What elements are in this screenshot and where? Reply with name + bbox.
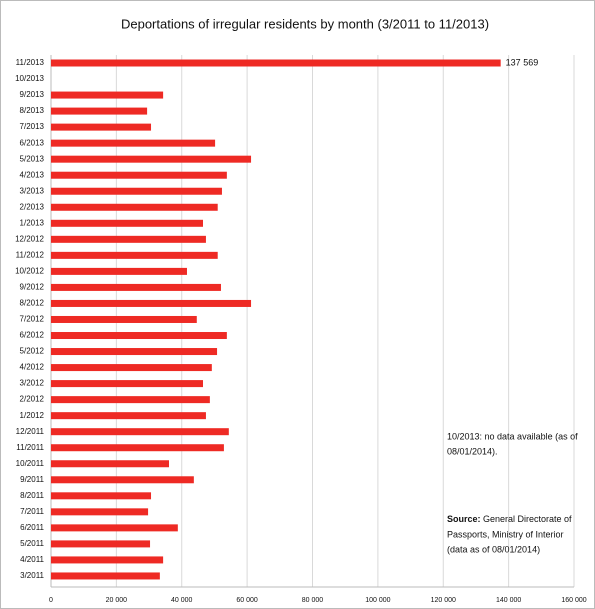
y-tick-label: 11/2012: [16, 250, 45, 259]
x-tick-label: 100 000: [365, 597, 390, 604]
y-tick-label: 11/2013: [16, 58, 45, 67]
source-line: (data as of 08/01/2014): [447, 544, 540, 554]
y-tick-label: 10/2011: [16, 459, 45, 468]
x-tick-label: 80 000: [302, 597, 324, 604]
y-tick-label: 12/2011: [16, 427, 45, 436]
bar: [51, 219, 203, 227]
y-tick-label: 6/2011: [20, 523, 44, 532]
y-tick-label: 6/2012: [20, 331, 45, 340]
x-tick-label: 140 000: [496, 597, 521, 604]
bar: [51, 123, 152, 131]
bar: [51, 364, 212, 372]
bar: [51, 139, 216, 147]
chart-title: Deportations of irregular residents by m…: [121, 16, 489, 31]
y-tick-label: 9/2013: [20, 90, 45, 99]
bar: [51, 187, 222, 195]
y-tick-label: 12/2012: [15, 234, 44, 243]
bar: [51, 428, 229, 436]
x-tick-label: 160 000: [561, 597, 586, 604]
bar: [51, 315, 197, 323]
note: 08/01/2014).: [447, 446, 498, 456]
bar: [51, 203, 218, 211]
y-tick-label: 5/2013: [20, 154, 45, 163]
bar: [51, 332, 227, 340]
x-tick-label: 0: [49, 597, 53, 604]
y-tick-label: 3/2013: [20, 186, 45, 195]
bar: [51, 267, 187, 275]
bar: [51, 492, 152, 500]
bar: [51, 348, 218, 356]
y-tick-label: 7/2013: [20, 122, 45, 131]
source-line: Passports, Ministry of Interior: [447, 529, 564, 539]
bar: [51, 540, 151, 548]
bar: [51, 396, 210, 404]
y-tick-label: 8/2012: [20, 299, 45, 308]
y-tick-label: 4/2013: [20, 170, 45, 179]
y-tick-label: 1/2012: [20, 411, 45, 420]
y-tick-label: 2/2012: [20, 395, 45, 404]
x-tick-label: 20 000: [106, 597, 128, 604]
source-label: Source:: [447, 514, 481, 524]
y-tick-label: 10/2013: [15, 74, 44, 83]
bar: [51, 299, 252, 307]
bar: [51, 444, 224, 452]
bar: [51, 572, 160, 580]
bar: [51, 556, 164, 564]
x-tick-label: 120 000: [431, 597, 456, 604]
y-tick-label: 3/2012: [20, 379, 45, 388]
y-tick-label: 3/2011: [20, 571, 44, 580]
y-tick-label: 8/2013: [20, 106, 45, 115]
y-tick-label: 8/2011: [20, 491, 44, 500]
y-tick-label: 1/2013: [20, 218, 45, 227]
y-tick-label: 11/2011: [16, 443, 44, 452]
bar: [51, 524, 178, 532]
source: Source: General Directorate of: [447, 514, 572, 524]
bar: [51, 251, 218, 259]
source-line: General Directorate of: [481, 514, 573, 524]
bar: [51, 171, 227, 179]
bar: [51, 283, 221, 291]
bar: [51, 460, 170, 468]
bar: [51, 91, 164, 99]
y-tick-label: 9/2011: [20, 475, 44, 484]
bar: [51, 412, 206, 420]
bar: [51, 59, 501, 67]
y-tick-label: 5/2012: [20, 347, 45, 356]
x-tick-label: 60 000: [236, 597, 258, 604]
bar: [51, 235, 206, 243]
bar: [51, 476, 194, 484]
y-tick-label: 9/2012: [20, 283, 45, 292]
y-tick-label: 7/2012: [20, 315, 45, 324]
y-tick-label: 4/2011: [20, 555, 44, 564]
y-tick-label: 10/2012: [15, 266, 44, 275]
value-label: 137 569: [506, 57, 539, 67]
y-tick-label: 5/2011: [20, 539, 44, 548]
y-tick-label: 7/2011: [20, 507, 44, 516]
bar: [51, 380, 203, 388]
bar: [51, 107, 148, 115]
x-tick-label: 40 000: [171, 597, 193, 604]
y-tick-label: 4/2012: [20, 363, 45, 372]
y-tick-label: 6/2013: [20, 138, 45, 147]
y-tick-label: 2/2013: [20, 202, 45, 211]
bar: [51, 155, 252, 163]
note: 10/2013: no data available (as of: [447, 431, 578, 441]
bar: [51, 508, 149, 516]
